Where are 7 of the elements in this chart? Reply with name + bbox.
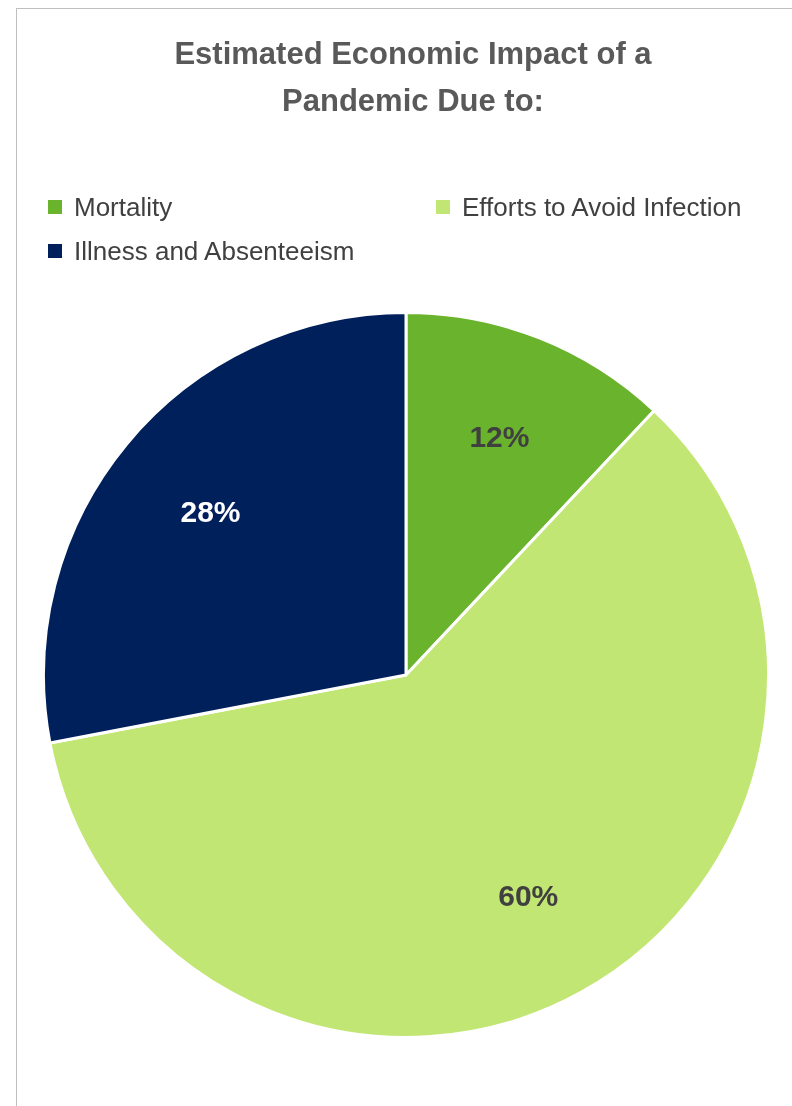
data-label: 60%: [498, 878, 559, 912]
legend-label: Mortality: [74, 191, 173, 223]
data-label: 12%: [469, 420, 530, 454]
chart-title: Estimated Economic Impact of a Pandemic Due to:: [173, 35, 653, 120]
legend-label: Illness and Absenteeism: [74, 235, 355, 267]
legend-label: Efforts to Avoid Infection: [462, 191, 742, 223]
data-label: 28%: [180, 494, 241, 528]
